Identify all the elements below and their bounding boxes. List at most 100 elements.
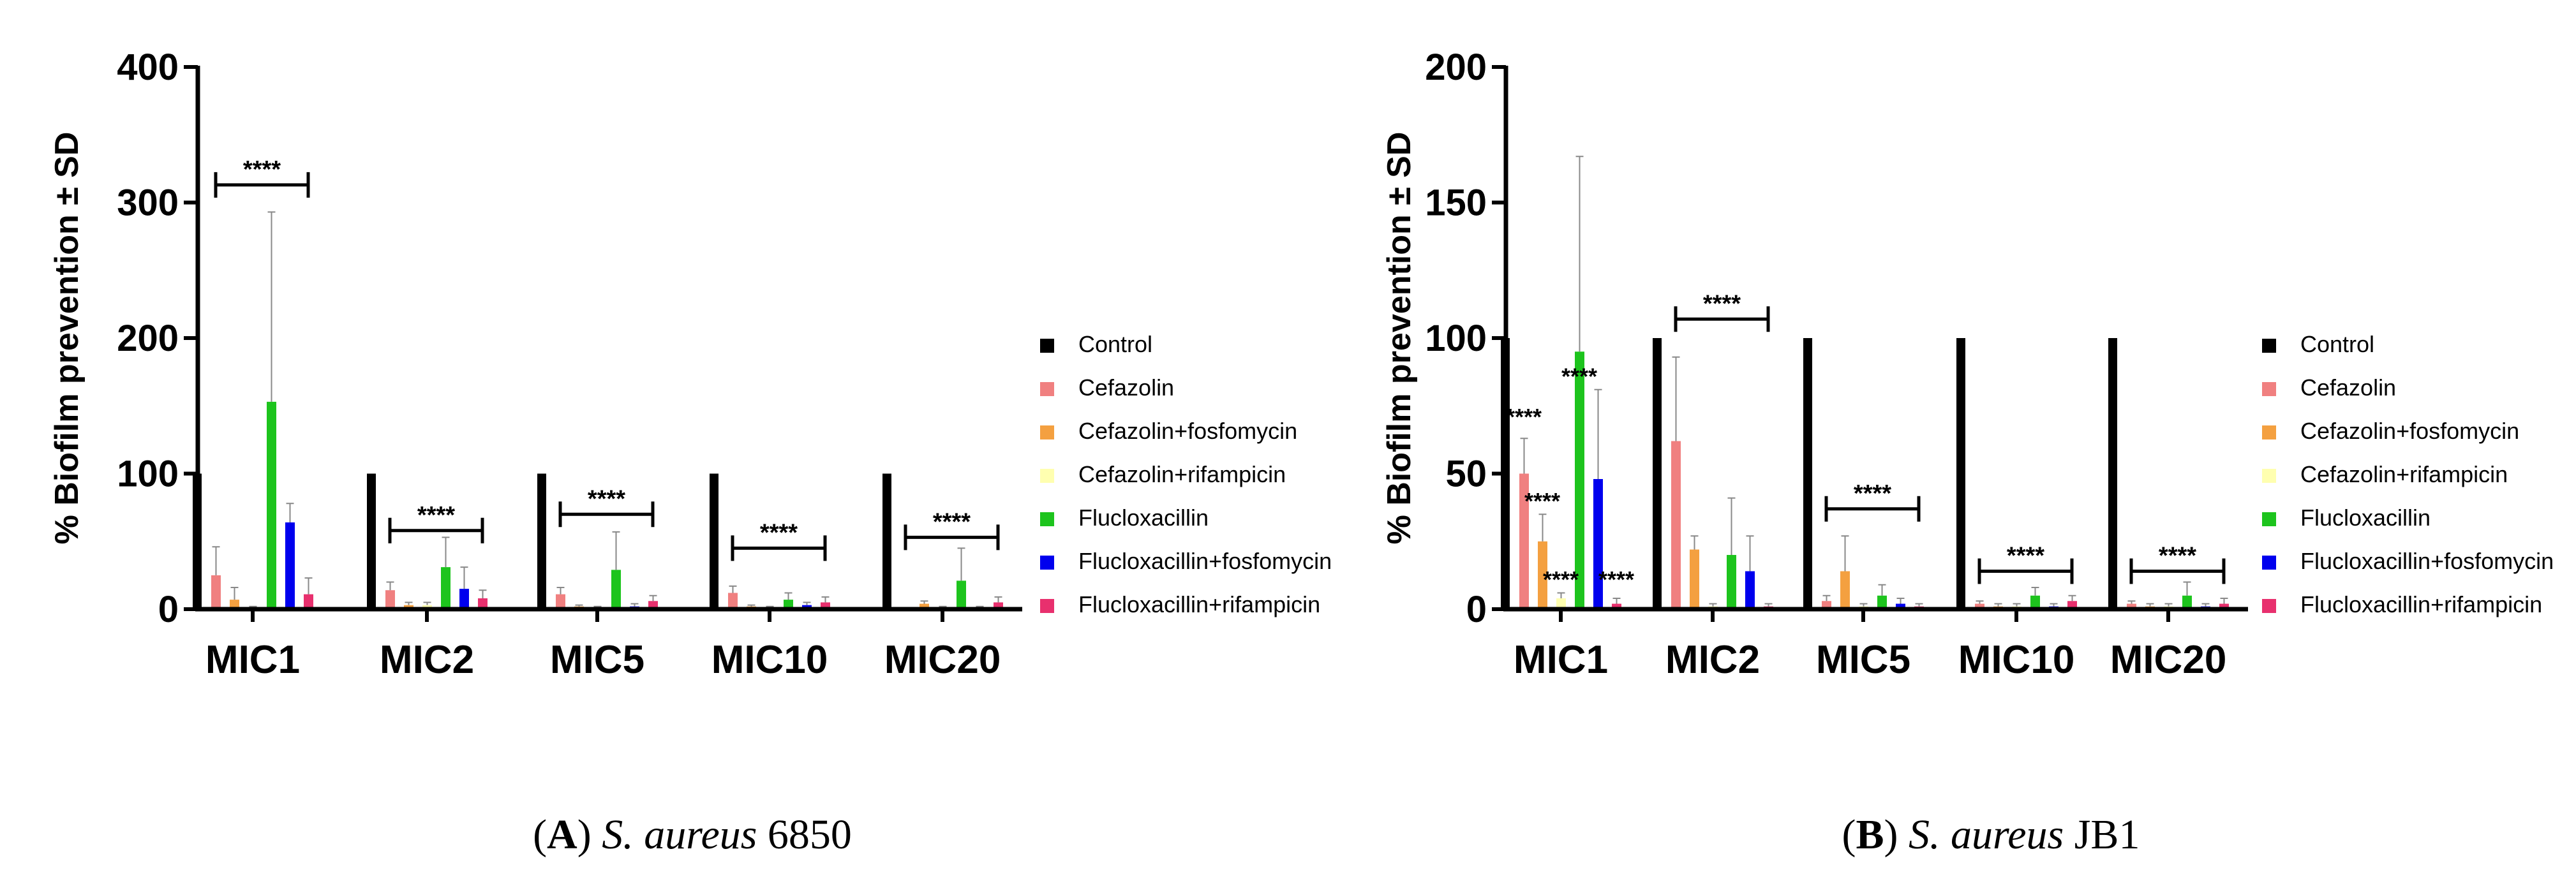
bar-significance-stars: **** xyxy=(1561,363,1597,389)
y-tick-label: 200 xyxy=(1425,47,1487,88)
y-tick-label: 100 xyxy=(117,454,179,495)
legend-label-flucloxacillin-rifampicin: Flucloxacillin+rifampicin xyxy=(1078,591,1320,617)
x-tick-label-mic10: MIC10 xyxy=(711,638,828,682)
legend-swatch-cefazolin-fosfomycin xyxy=(1040,425,1054,439)
bar-control-mic20 xyxy=(2108,338,2117,609)
y-tick-label: 300 xyxy=(117,182,179,224)
bar-control-mic2 xyxy=(367,473,376,609)
bar-control-mic5 xyxy=(1803,338,1812,609)
bar-flucloxacillin-fosfomycin-mic2 xyxy=(1745,571,1755,609)
y-axis-label: % Biofilm prevention ± SD xyxy=(1381,132,1418,545)
significance-stars: **** xyxy=(2007,543,2044,570)
bar-flucloxacillin-rifampicin-mic1 xyxy=(304,594,313,609)
y-tick-label: 400 xyxy=(117,47,179,88)
x-tick-label-mic5: MIC5 xyxy=(550,638,644,682)
bar-control-mic10 xyxy=(710,473,718,609)
legend-swatch-control xyxy=(1040,339,1054,353)
significance-stars: **** xyxy=(243,156,281,183)
bar-flucloxacillin-mic5 xyxy=(1877,595,1887,609)
legend-label-flucloxacillin-fosfomycin: Flucloxacillin+fosfomycin xyxy=(2300,548,2554,574)
bar-flucloxacillin-mic20 xyxy=(2182,595,2192,609)
bar-control-mic20 xyxy=(882,473,891,609)
bar-significance-stars: **** xyxy=(1543,566,1579,593)
legend-label-cefazolin: Cefazolin xyxy=(2300,374,2396,401)
significance-stars: **** xyxy=(2159,543,2196,570)
bar-flucloxacillin-mic1 xyxy=(1575,351,1584,609)
panel-caption: (A) S. aureus 6850 xyxy=(533,811,852,858)
bar-flucloxacillin-mic5 xyxy=(611,570,621,609)
bar-flucloxacillin-mic10 xyxy=(784,600,793,609)
bar-cefazolin-mic10 xyxy=(728,593,738,609)
bar-significance-stars: **** xyxy=(1506,404,1542,430)
legend-label-cefazolin-fosfomycin: Cefazolin+fosfomycin xyxy=(2300,418,2519,444)
y-tick-label: 0 xyxy=(158,589,179,630)
caption-species: S. aureus xyxy=(1909,811,2064,858)
legend-label-flucloxacillin-fosfomycin: Flucloxacillin+fosfomycin xyxy=(1078,548,1332,574)
x-tick-label-mic1: MIC1 xyxy=(205,638,300,682)
legend-label-cefazolin-rifampicin: Cefazolin+rifampicin xyxy=(1078,461,1286,487)
legend-label-flucloxacillin: Flucloxacillin xyxy=(1078,505,1209,531)
bar-flucloxacillin-fosfomycin-mic2 xyxy=(459,589,469,609)
legend-label-cefazolin: Cefazolin xyxy=(1078,374,1174,401)
bar-significance-stars: **** xyxy=(1524,488,1560,514)
caption-species: S. aureus xyxy=(602,811,757,858)
legend-swatch-flucloxacillin xyxy=(2262,512,2276,526)
y-tick-label: 100 xyxy=(1425,318,1487,359)
caption-punctuation xyxy=(2064,811,2074,858)
bar-cefazolin-mic2 xyxy=(1671,441,1681,609)
bar-cefazolin-fosfomycin-mic20 xyxy=(919,603,929,609)
bar-flucloxacillin-mic2 xyxy=(1727,555,1736,609)
bar-cefazolin-mic10 xyxy=(1975,603,1984,609)
caption-punctuation xyxy=(757,811,768,858)
significance-stars: **** xyxy=(1854,480,1891,507)
bar-flucloxacillin-rifampicin-mic20 xyxy=(994,602,1003,609)
legend-swatch-flucloxacillin-fosfomycin xyxy=(1040,556,1054,570)
legend-label-cefazolin-rifampicin: Cefazolin+rifampicin xyxy=(2300,461,2508,487)
legend-swatch-flucloxacillin xyxy=(1040,512,1054,526)
legend-swatch-cefazolin-rifampicin xyxy=(1040,469,1054,483)
bar-flucloxacillin-fosfomycin-mic5 xyxy=(1896,603,1905,609)
chart-panel-b: 0 50 100 150 200 MIC1 MIC2 MIC5 MIC10 MIC20 % Biof… xyxy=(1381,47,2554,858)
bar-cefazolin-fosfomycin-mic1 xyxy=(230,600,239,609)
bar-control-mic2 xyxy=(1653,338,1662,609)
bar-cefazolin-mic1 xyxy=(211,575,221,609)
legend-swatch-cefazolin-fosfomycin xyxy=(2262,425,2276,439)
bar-flucloxacillin-mic2 xyxy=(441,567,450,609)
caption-punctuation: ( xyxy=(1842,811,1856,858)
legend-swatch-flucloxacillin-fosfomycin xyxy=(2262,556,2276,570)
significance-stars: **** xyxy=(417,502,455,529)
x-tick-label-mic5: MIC5 xyxy=(1816,638,1910,682)
bar-flucloxacillin-fosfomycin-mic1 xyxy=(1593,479,1603,609)
caption-strain: JB1 xyxy=(2074,811,2140,858)
panel-caption: (B) S. aureus JB1 xyxy=(1842,811,2140,858)
bar-cefazolin-fosfomycin-mic5 xyxy=(1840,571,1850,609)
legend-swatch-cefazolin xyxy=(2262,382,2276,396)
legend-swatch-cefazolin xyxy=(1040,382,1054,396)
y-tick-label: 0 xyxy=(1466,589,1487,630)
significance-stars: **** xyxy=(588,485,625,512)
caption-letter: B xyxy=(1856,811,1884,858)
legend-swatch-flucloxacillin-rifampicin xyxy=(1040,599,1054,613)
legend-swatch-cefazolin-rifampicin xyxy=(2262,469,2276,483)
y-tick-label: 200 xyxy=(117,318,179,359)
bar-flucloxacillin-mic10 xyxy=(2030,595,2040,609)
bar-cefazolin-mic2 xyxy=(385,590,395,609)
x-tick-label-mic20: MIC20 xyxy=(884,638,1001,682)
bar-flucloxacillin-mic1 xyxy=(267,401,276,609)
legend-label-control: Control xyxy=(1078,331,1152,357)
x-tick-label-mic2: MIC2 xyxy=(380,638,474,682)
caption-punctuation: ( xyxy=(533,811,547,858)
caption-strain: 6850 xyxy=(768,811,852,858)
bar-flucloxacillin-rifampicin-mic2 xyxy=(478,598,488,609)
y-axis-label: % Biofilm prevention ± SD xyxy=(48,132,86,545)
caption-letter: A xyxy=(547,811,577,858)
significance-stars: **** xyxy=(933,508,971,535)
bar-flucloxacillin-rifampicin-mic20 xyxy=(2219,603,2229,609)
bar-cefazolin-mic5 xyxy=(556,594,565,609)
caption-punctuation: ) xyxy=(577,811,602,858)
significance-stars: **** xyxy=(1703,290,1741,317)
caption-punctuation: ) xyxy=(1884,811,1909,858)
bar-cefazolin-mic20 xyxy=(2127,603,2136,609)
x-tick-label-mic1: MIC1 xyxy=(1514,638,1608,682)
